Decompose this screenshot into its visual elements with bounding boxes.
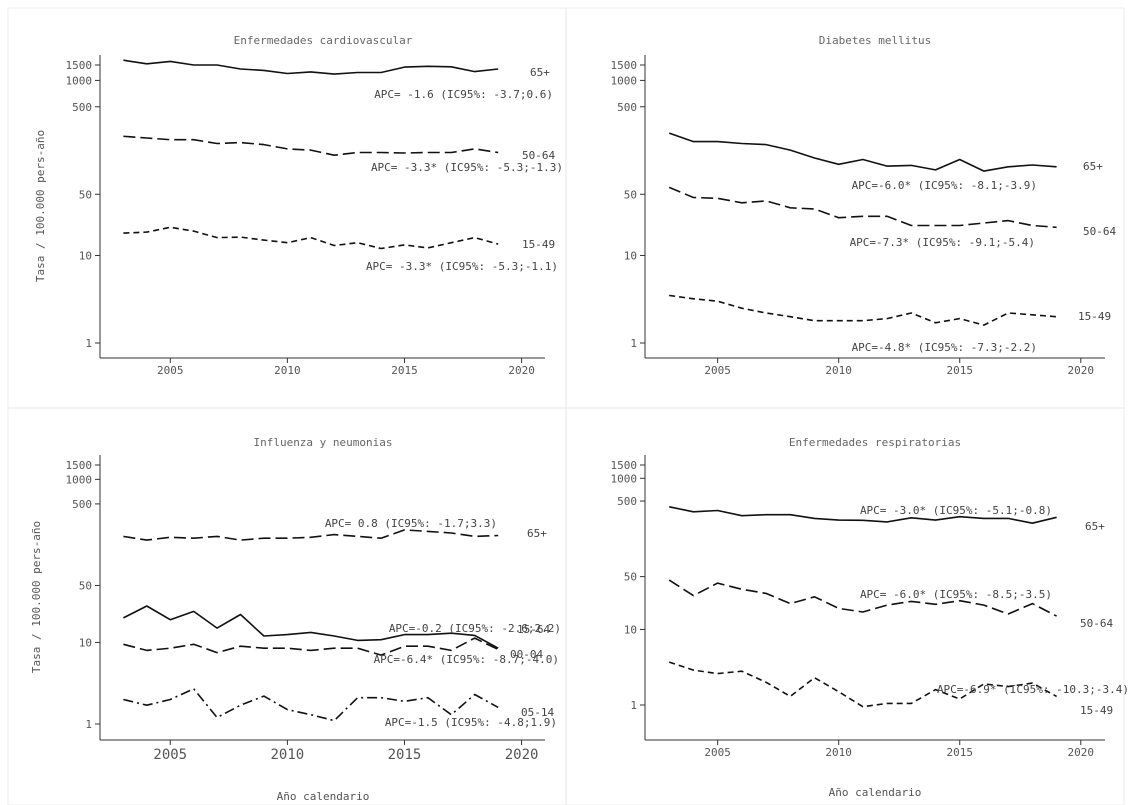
- y-tick-label: 50: [79, 188, 92, 201]
- series-line-00-04: [123, 637, 499, 656]
- x-tick-label: 2020: [508, 364, 535, 377]
- y-axis-label: Tasa / 100.000 pers-año: [34, 130, 47, 282]
- series-line-50-64: [668, 579, 1057, 617]
- y-tick-label: 1000: [66, 74, 93, 87]
- series-line-50-64: [668, 186, 1057, 229]
- series-label: 15-49: [1080, 704, 1113, 717]
- y-tick-label: 1500: [66, 59, 93, 72]
- series-line-65+: [668, 132, 1057, 172]
- series-label: 50-64: [1080, 617, 1113, 630]
- apc-annotation: APC= -3.3* (IC95%: -5.3;-1.1): [366, 260, 558, 273]
- series-line-65+: [669, 506, 1057, 525]
- apc-annotation: APC=-6.0* (IC95%: -8.1;-3.9): [852, 179, 1037, 192]
- series-label: 65+: [530, 66, 550, 79]
- x-tick-label: 2015: [946, 746, 973, 759]
- y-tick-label: 10: [79, 249, 92, 262]
- x-axis-label: Año calendario: [829, 786, 922, 799]
- apc-annotation: APC=-1.5 (IC95%: -4.8;1.9): [385, 716, 557, 729]
- y-tick-label: 1: [85, 337, 92, 350]
- y-tick-label: 1: [85, 718, 92, 731]
- y-axis-label: Tasa / 100.000 pers-año: [30, 521, 43, 673]
- y-tick-label: 500: [617, 101, 637, 114]
- y-tick-label: 1500: [611, 59, 638, 72]
- x-tick-label: 2010: [825, 364, 852, 377]
- series-label: 65+: [1083, 160, 1103, 173]
- y-tick-label: 1: [630, 699, 637, 712]
- y-tick-label: 50: [79, 579, 92, 592]
- series-label: 15-49: [1078, 310, 1111, 323]
- x-tick-label: 2020: [1068, 364, 1095, 377]
- x-tick-label: 2015: [391, 364, 418, 377]
- y-tick-label: 1500: [66, 459, 93, 472]
- series-label: 00-04: [510, 648, 543, 661]
- series-line-15-64: [123, 605, 499, 649]
- series-label: 50-64: [1083, 225, 1116, 238]
- y-tick-label: 10: [624, 623, 637, 636]
- y-tick-label: 500: [72, 101, 92, 114]
- series-line-65+: [123, 59, 499, 75]
- series-label: 05-14: [521, 706, 554, 719]
- y-tick-label: 10: [79, 636, 92, 649]
- panel-2: Diabetes mellitus 1 10 50 500 1000 1500 2005 201…: [611, 34, 1117, 377]
- apc-annotation: APC= -3.3* (IC95%: -5.3;-1.3): [371, 161, 563, 174]
- panel-4: Enfermedades respiratorias11050500100015…: [611, 436, 1130, 799]
- chart-panels: Enfermedades cardiovascular1105050010001…: [30, 34, 1129, 803]
- x-tick-label: 2010: [825, 746, 852, 759]
- x-tick-label: 2020: [1068, 746, 1095, 759]
- series-line-05-14: [123, 687, 499, 722]
- x-tick-label: 2005: [704, 364, 731, 377]
- x-tick-label: 2005: [704, 746, 731, 759]
- x-axis-label: Año calendario: [277, 790, 370, 803]
- series-label: 15-49: [522, 238, 555, 251]
- series-label: 65+: [527, 527, 547, 540]
- series-line-15-49: [669, 294, 1057, 326]
- series-line-50-64: [123, 135, 499, 156]
- x-tick-label: 2010: [274, 364, 301, 377]
- panel-title: Diabetes mellitus: [819, 34, 932, 47]
- series-label: 15-64: [517, 623, 550, 636]
- series-line-15-49: [668, 661, 1057, 708]
- y-tick-label: 50: [624, 571, 637, 584]
- panel-title: Influenza y neumonias: [253, 436, 392, 449]
- x-tick-label: 2010: [271, 747, 305, 763]
- y-tick-label: 1: [630, 337, 637, 350]
- y-tick-label: 500: [617, 495, 637, 508]
- series-line-15-49: [123, 226, 499, 250]
- apc-annotation: APC= -3.0* (IC95%: -5.1;-0.8): [860, 504, 1052, 517]
- x-tick-label: 2020: [505, 747, 539, 763]
- x-tick-label: 2015: [946, 364, 973, 377]
- apc-annotation: APC=-4.8* (IC95%: -7.3;-2.2): [852, 341, 1037, 354]
- panel-title: Enfermedades cardiovascular: [234, 34, 413, 47]
- x-tick-label: 2015: [388, 747, 422, 763]
- series-line-65+: [123, 529, 499, 541]
- panel-1: Enfermedades cardiovascular 1 10 50 500 1000 1…: [34, 34, 563, 377]
- y-tick-label: 1000: [611, 74, 638, 87]
- y-tick-label: 50: [624, 188, 637, 201]
- y-tick-label: 500: [72, 498, 92, 511]
- apc-annotation: APC= 0.8 (IC95%: -1.7;3.3): [325, 517, 497, 530]
- apc-annotation: APC=-6.9* (IC95%: -10.3;-3.4): [937, 683, 1129, 696]
- apc-annotation: APC=-7.3* (IC95%: -9.1;-5.4): [850, 236, 1035, 249]
- x-tick-label: 2005: [153, 747, 187, 763]
- apc-annotation: APC= -6.0* (IC95%: -8.5;-3.5): [860, 588, 1052, 601]
- y-tick-label: 10: [624, 249, 637, 262]
- y-tick-label: 1000: [66, 473, 93, 486]
- y-tick-label: 1000: [611, 472, 638, 485]
- apc-annotation: APC=-6.4* (IC95%: -8.7;-4.0): [374, 653, 559, 666]
- x-tick-label: 2005: [157, 364, 184, 377]
- y-tick-label: 1500: [611, 459, 638, 472]
- figure-frame: [7, 7, 1125, 805]
- series-label: 50-64: [522, 149, 555, 162]
- series-label: 65+: [1085, 520, 1105, 533]
- panel-title: Enfermedades respiratorias: [789, 436, 961, 449]
- apc-annotation: APC=-0.2 (IC95%: -2.6;2.2): [389, 622, 561, 635]
- apc-annotation: APC= -1.6 (IC95%: -3.7;0.6): [374, 88, 553, 101]
